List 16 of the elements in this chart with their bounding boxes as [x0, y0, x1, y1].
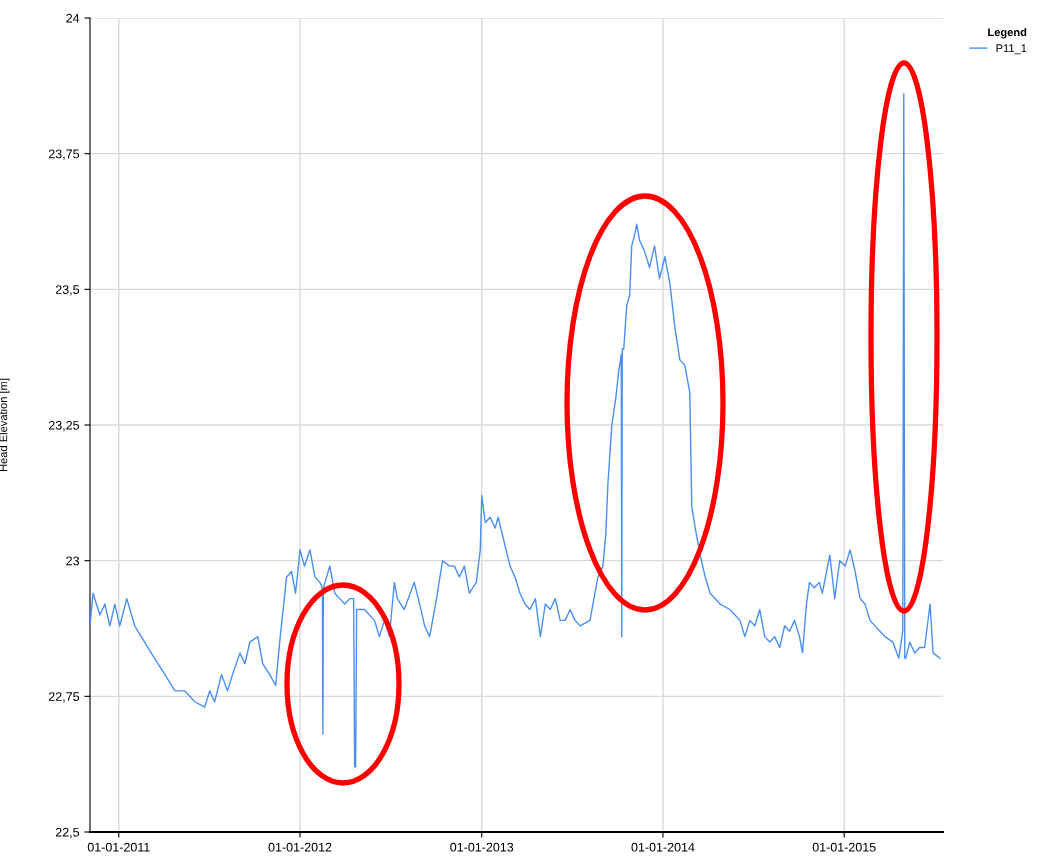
legend-label: P11_1 [996, 44, 1027, 55]
x-tick-label: 01-01-2011 [87, 842, 150, 852]
y-axis-title: Head Elevation [m] [0, 378, 10, 472]
y-tick-label: 23,5 [55, 285, 80, 296]
y-tick-label: 23,75 [48, 149, 80, 160]
y-tick-label: 24 [66, 13, 80, 23]
y-tick-label: 23 [66, 556, 80, 566]
legend-title: Legend [988, 28, 1027, 39]
line-series [90, 93, 941, 768]
x-tick-label: 01-01-2014 [631, 842, 695, 852]
y-tick-label: 23,25 [48, 420, 80, 432]
y-tick-label: 22,5 [55, 827, 80, 839]
x-tick-label: 01-01-2015 [812, 842, 876, 852]
x-tick-label: 01-01-2012 [268, 842, 332, 852]
x-tick-label: 01-01-2013 [450, 842, 514, 852]
y-tick-label: 22,75 [48, 692, 80, 703]
